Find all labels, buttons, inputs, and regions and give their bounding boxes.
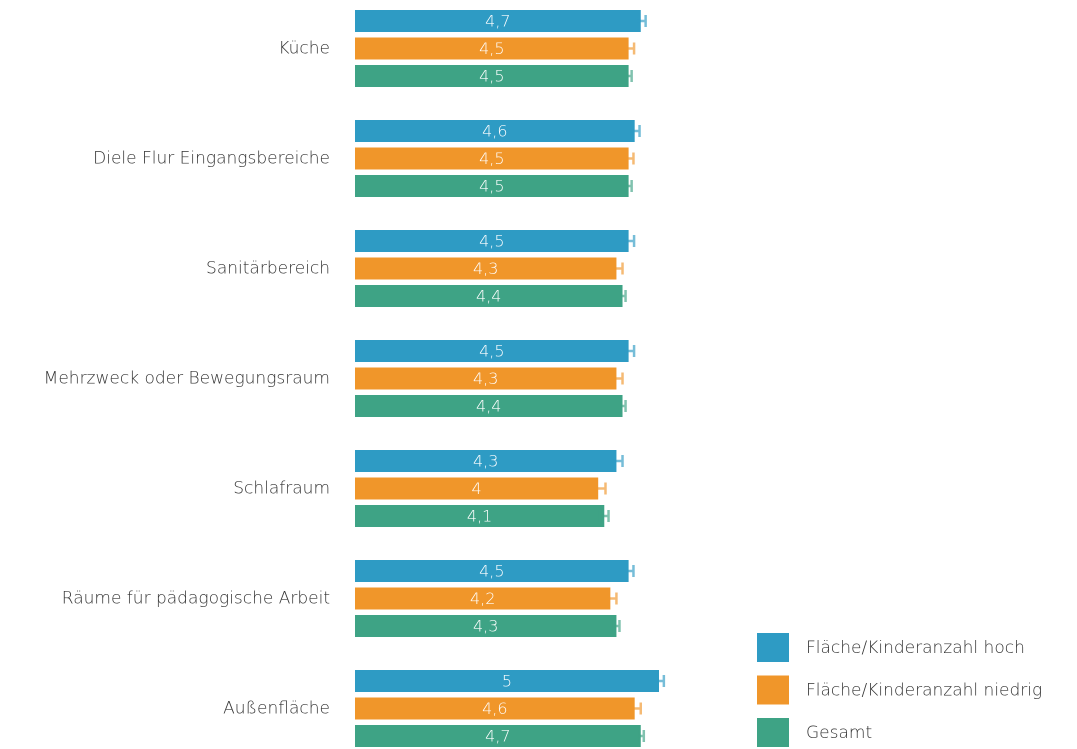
value-label: 4,3 xyxy=(473,452,498,471)
value-label: 4,5 xyxy=(479,149,504,168)
bar xyxy=(355,477,599,500)
error-bar xyxy=(621,235,636,247)
value-label: 4,5 xyxy=(479,39,504,58)
value-label: 4,5 xyxy=(479,232,504,251)
value-label: 4,5 xyxy=(479,562,504,581)
error-bar xyxy=(621,42,636,55)
value-label: 4,3 xyxy=(473,369,498,388)
error-bar xyxy=(621,345,636,357)
category-label: Sanitärbereich xyxy=(206,259,330,279)
bar xyxy=(355,670,659,692)
error-bar xyxy=(634,15,647,27)
error-bar xyxy=(618,290,627,302)
bar xyxy=(355,725,641,747)
value-label: 4,5 xyxy=(479,67,504,86)
bar xyxy=(355,285,623,307)
bar xyxy=(355,560,629,582)
error-bar xyxy=(636,730,646,742)
bar xyxy=(355,175,629,197)
value-label: 4,1 xyxy=(467,507,492,526)
error-bar xyxy=(603,592,618,605)
value-label: 4,7 xyxy=(485,727,510,746)
bar xyxy=(355,10,641,32)
category-label: Diele Flur Eingangsbereiche xyxy=(93,149,330,169)
value-label: 4,6 xyxy=(482,699,507,718)
legend-label: Gesamt xyxy=(806,723,872,743)
bar xyxy=(355,37,629,60)
value-label: 4,4 xyxy=(476,287,501,306)
error-bar xyxy=(598,510,610,522)
category-label: Mehrzweck oder Bewegungsraum xyxy=(44,369,330,389)
bar xyxy=(355,147,629,170)
bar xyxy=(355,450,617,472)
legend-swatch xyxy=(757,633,789,662)
bar xyxy=(355,615,617,637)
error-bar xyxy=(628,125,641,137)
bar xyxy=(355,367,617,390)
error-bar xyxy=(624,70,633,82)
error-bar xyxy=(627,702,643,715)
bar xyxy=(355,230,629,252)
error-bar xyxy=(609,455,624,467)
value-label: 4,3 xyxy=(473,617,498,636)
bar xyxy=(355,65,629,87)
error-bar xyxy=(589,482,607,495)
value-label: 4 xyxy=(472,479,482,498)
bar xyxy=(355,340,629,362)
category-label: Küche xyxy=(278,39,330,59)
error-bar xyxy=(618,400,627,412)
category-label: Schlafraum xyxy=(233,479,330,499)
bar xyxy=(355,505,605,527)
error-bar xyxy=(652,675,666,687)
value-label: 4,5 xyxy=(479,177,504,196)
category-label: Räume für pädagogische Arbeit xyxy=(62,589,330,609)
error-bar xyxy=(609,372,624,385)
value-label: 4,2 xyxy=(470,589,495,608)
bar xyxy=(355,120,635,142)
error-bar xyxy=(622,565,635,577)
bar xyxy=(355,697,635,720)
legend-swatch xyxy=(757,675,789,705)
legend-label: Fläche/Kinderanzahl niedrig xyxy=(806,681,1042,701)
legend-swatch xyxy=(757,718,789,747)
error-bar xyxy=(624,180,633,192)
value-label: 4,6 xyxy=(482,122,507,141)
category-label: Außenfläche xyxy=(223,699,330,719)
value-label: 4,4 xyxy=(476,397,501,416)
value-label: 4,5 xyxy=(479,342,504,361)
value-label: 5 xyxy=(502,672,512,691)
bar xyxy=(355,587,611,610)
error-bar xyxy=(612,620,621,632)
value-label: 4,7 xyxy=(485,12,510,31)
legend-label: Fläche/Kinderanzahl hoch xyxy=(806,638,1025,658)
bar xyxy=(355,257,617,280)
error-bar xyxy=(609,262,624,275)
value-label: 4,3 xyxy=(473,259,498,278)
error-bar xyxy=(622,152,635,165)
bar xyxy=(355,395,623,417)
